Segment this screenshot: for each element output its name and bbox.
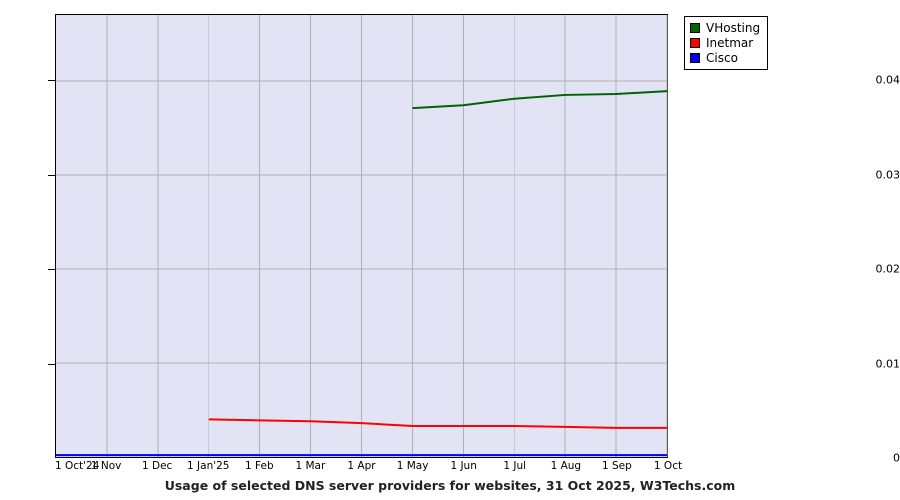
x-tick-label: 1 Apr	[347, 460, 376, 472]
legend-item-cisco[interactable]: Cisco	[690, 50, 760, 65]
legend-label: Cisco	[706, 50, 738, 65]
x-tick-label: 1 Dec	[141, 460, 173, 472]
plot-area	[55, 14, 668, 458]
legend-item-inetmar[interactable]: Inetmar	[690, 35, 760, 50]
y-tick-mark	[48, 80, 55, 82]
y-tick-label: 0.02	[875, 262, 900, 276]
legend-swatch-icon	[690, 37, 700, 48]
chart-caption: Usage of selected DNS server providers f…	[164, 478, 736, 493]
x-tick-label: 1 Jun	[450, 460, 477, 472]
y-tick-mark	[48, 174, 55, 176]
legend-label: Inetmar	[706, 35, 754, 50]
x-tick-label: 1 Oct	[653, 460, 683, 472]
x-tick-label: 1 Mar	[295, 460, 326, 472]
y-tick-label: 0.03	[875, 168, 900, 182]
y-tick-mark	[48, 269, 55, 271]
x-tick-label: 1 Aug	[550, 460, 582, 472]
y-tick-label: 0.04	[875, 73, 900, 87]
series-line-inetmar	[208, 418, 667, 429]
legend-swatch-icon	[690, 52, 700, 63]
x-tick-label: 1 Oct'24	[55, 460, 100, 472]
legend-swatch-icon	[690, 22, 700, 33]
x-tick-label: 1 Nov	[90, 460, 122, 472]
y-tick-mark	[48, 363, 55, 365]
legend-label: VHosting	[706, 20, 761, 35]
y-tick-label: 0	[893, 451, 900, 465]
x-tick-label: 1 Jul	[503, 460, 527, 472]
grid-layer	[56, 15, 668, 457]
series-layer	[56, 90, 668, 457]
x-tick-label: 1 May	[396, 460, 429, 472]
chart-legend: VHosting Inetmar Cisco	[684, 16, 769, 70]
x-tick-label: 1 Sep	[602, 460, 632, 472]
x-tick-label: 1 Feb	[245, 460, 274, 472]
legend-item-vhosting[interactable]: VHosting	[690, 20, 760, 35]
series-line-vhosting	[412, 90, 668, 110]
y-tick-label: 0.01	[875, 357, 900, 371]
x-tick-label: 1 Jan'25	[187, 460, 230, 472]
